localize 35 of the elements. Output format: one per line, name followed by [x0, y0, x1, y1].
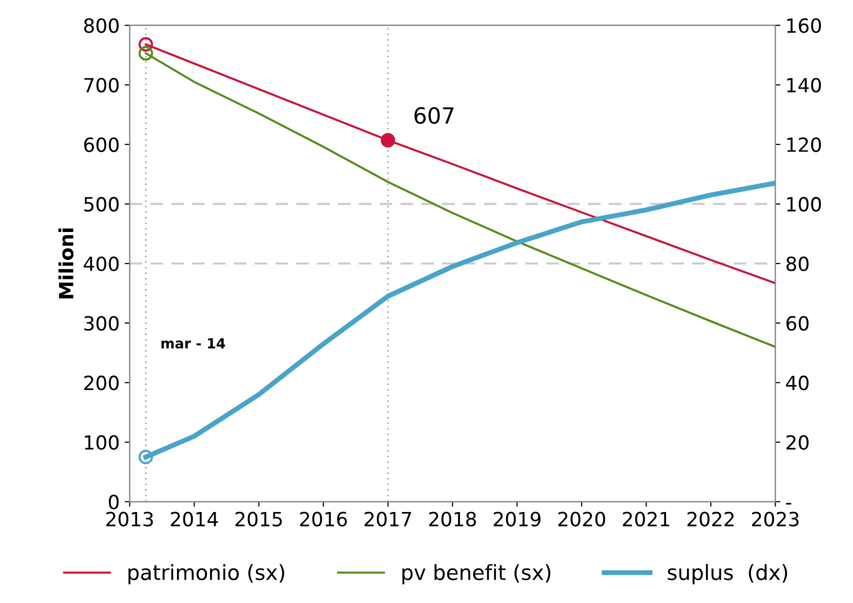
x-tick-label: 2016: [300, 512, 347, 526]
y2-tick-label: 20: [786, 435, 809, 450]
y-tick-label: 500: [84, 196, 119, 212]
legend-label: pv benefit (sx): [402, 564, 550, 584]
y-tick-label: 600: [84, 137, 119, 152]
y-tick-label: 400: [84, 256, 119, 272]
x-tick-label: 2022: [687, 512, 734, 526]
y-tick-label: 300: [84, 316, 119, 331]
x-tick-label: 2020: [558, 512, 606, 526]
x-tick-label: 2021: [622, 512, 670, 526]
annotation: 607: [414, 107, 454, 124]
y2-tick-label: -: [786, 502, 792, 505]
y2-tick-label: 140: [787, 78, 821, 93]
y-tick-label: 700: [84, 78, 119, 93]
ref-line-label: mar - 14: [161, 338, 226, 349]
x-tick-label: 2015: [235, 512, 282, 526]
x-tick-label: 2019: [494, 512, 540, 526]
y2-tick-label: 40: [786, 376, 809, 390]
y2-tick-label: 60: [786, 316, 809, 331]
x-tick-label: 2018: [429, 512, 476, 526]
x-tick-label: 2014: [170, 512, 218, 526]
x-tick-label: 2013: [106, 512, 153, 526]
y2-tick-label: 80: [786, 256, 809, 272]
y-axis-title: Milioni: [58, 228, 74, 298]
y2-tick-label: 160: [787, 18, 821, 33]
y-tick-label: 0: [108, 494, 119, 510]
x-tick-label: 2023: [752, 512, 799, 526]
y-tick-label: 800: [84, 18, 119, 33]
y-tick-label: 200: [84, 376, 119, 390]
y2-tick-label: 120: [787, 137, 821, 152]
y2-tick-label: 100: [787, 196, 821, 212]
legend-label: patrimonio (sx): [128, 564, 284, 584]
y-tick-label: 100: [84, 435, 119, 450]
legend-label: suplus (dx): [668, 564, 788, 584]
x-tick-label: 2017: [364, 512, 412, 526]
